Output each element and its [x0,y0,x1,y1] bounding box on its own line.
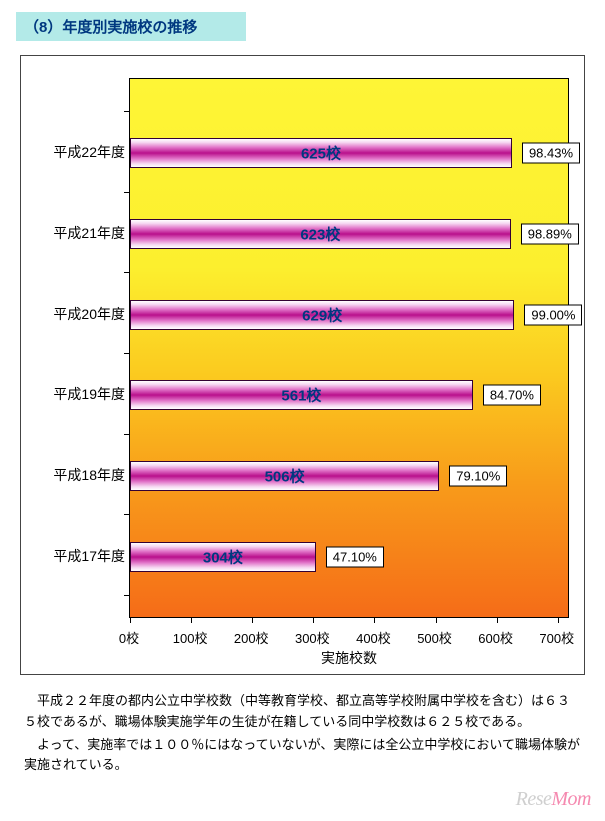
x-axis-title: 実施校数 [321,648,377,668]
x-axis-tick-label: 100校 [173,628,208,647]
paragraph-2: よって、実施率では１００％にはなっていないが、実際には全公立中学校において職場体… [24,735,581,777]
x-axis-tick [252,617,253,623]
y-axis-category-label: 平成17年度 [29,546,125,566]
bar-percent-box: 47.10% [326,546,384,567]
bar-value-label: 304校 [203,546,243,567]
y-axis-category-label: 平成22年度 [29,142,125,162]
watermark-part2: Mom [551,788,591,810]
x-axis-tick-label: 500校 [417,628,452,647]
y-axis-tick [124,434,130,435]
x-axis-tick [436,617,437,623]
bar-value-label: 629校 [302,304,342,325]
x-axis-tick [374,617,375,623]
x-axis-tick-label: 0校 [119,628,139,647]
paragraph-1: 平成２２年度の都内公立中学校数（中等教育学校、都立高等学校附属中学校を含む）は６… [24,691,581,733]
body-text: 平成２２年度の都内公立中学校数（中等教育学校、都立高等学校附属中学校を含む）は６… [24,691,581,776]
x-axis-tick-label: 300校 [295,628,330,647]
section-title: （8）年度別実施校の推移 [24,19,197,36]
y-axis-tick [124,353,130,354]
bar-value-label: 623校 [300,224,340,245]
y-axis-category-label: 平成21年度 [29,223,125,243]
bar-percent-box: 98.43% [522,143,580,164]
bar-percent-box: 98.89% [521,224,579,245]
watermark-part1: Rese [516,788,552,810]
y-axis-category-label: 平成19年度 [29,384,125,404]
bar-value-label: 625校 [301,143,341,164]
chart-container: 625校 98.43% 623校 98.89% 629校 99.00% 561校 84.70%… [20,55,585,675]
x-axis-tick [191,617,192,623]
bar-percent-box: 84.70% [483,385,541,406]
x-axis-tick-label: 600校 [478,628,513,647]
y-axis-tick [124,595,130,596]
x-axis-tick [130,617,131,623]
x-axis-tick [497,617,498,623]
y-axis-category-label: 平成18年度 [29,465,125,485]
x-axis-tick-label: 200校 [234,628,269,647]
y-axis-tick [124,192,130,193]
y-axis-tick [124,272,130,273]
site-watermark: ReseMom [516,788,591,811]
bar-percent-box: 79.10% [449,466,507,487]
y-axis-tick [124,514,130,515]
x-axis-tick [313,617,314,623]
chart-plot-area: 625校98.43%623校98.89%629校99.00%561校84.70%… [129,78,569,618]
x-axis-tick [558,617,559,623]
x-axis-tick-label: 400校 [356,628,391,647]
bar-value-label: 506校 [265,466,305,487]
section-header: （8）年度別実施校の推移 [16,12,246,41]
y-axis-category-label: 平成20年度 [29,304,125,324]
y-axis-tick [124,111,130,112]
bar-value-label: 561校 [281,385,321,406]
bar-percent-box: 99.00% [524,304,582,325]
x-axis-tick-label: 700校 [539,628,574,647]
